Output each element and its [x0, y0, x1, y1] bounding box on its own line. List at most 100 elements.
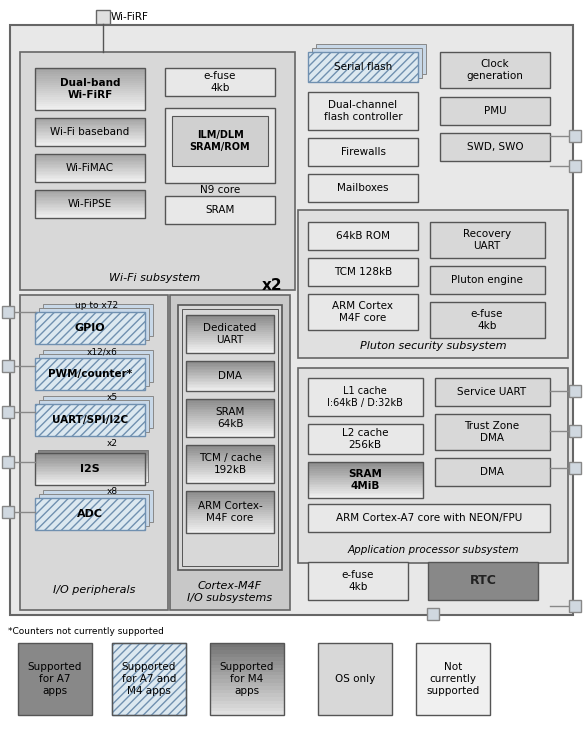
Bar — [186, 516, 274, 518]
Bar — [178, 305, 282, 570]
Bar — [210, 686, 284, 690]
Bar — [186, 361, 274, 363]
Bar — [2, 456, 14, 468]
Text: Wi-Fi subsystem: Wi-Fi subsystem — [110, 273, 201, 283]
Bar — [186, 491, 274, 533]
Bar — [186, 315, 274, 317]
Bar — [35, 173, 145, 175]
Bar — [35, 77, 145, 78]
Bar — [428, 575, 538, 577]
Bar — [35, 198, 145, 200]
Bar — [428, 587, 538, 588]
Text: ILM/DLM
SRAM/ROM: ILM/DLM SRAM/ROM — [189, 130, 250, 152]
Text: e-fuse
4kb: e-fuse 4kb — [204, 71, 236, 93]
Text: PWM/counter*: PWM/counter* — [48, 369, 132, 379]
Bar — [186, 512, 274, 514]
Bar — [38, 460, 148, 461]
Bar — [186, 344, 274, 346]
Bar — [428, 564, 538, 566]
Bar — [186, 435, 274, 437]
Bar — [35, 162, 145, 164]
Bar — [186, 525, 274, 527]
Text: L2 cache
256kB: L2 cache 256kB — [342, 428, 388, 450]
Bar — [430, 222, 545, 258]
Bar — [35, 483, 145, 485]
Bar — [186, 377, 274, 379]
Bar — [35, 68, 145, 70]
Bar — [35, 471, 145, 472]
Bar — [308, 487, 423, 489]
Bar — [186, 322, 274, 325]
Bar — [35, 204, 145, 205]
Bar — [186, 501, 274, 504]
Text: RTC: RTC — [469, 575, 497, 588]
Bar — [308, 474, 423, 477]
Bar — [35, 128, 145, 129]
Bar — [308, 467, 423, 469]
Bar — [38, 474, 148, 476]
Bar — [170, 295, 290, 610]
Bar — [428, 573, 538, 575]
Bar — [428, 566, 538, 568]
Bar — [186, 327, 274, 328]
Bar — [186, 364, 274, 366]
Text: SRAM
64kB: SRAM 64kB — [215, 406, 245, 429]
Text: Cortex-M4F
I/O subsystems: Cortex-M4F I/O subsystems — [188, 581, 273, 603]
Bar — [186, 401, 274, 403]
Text: Dual-band
Wi-FiRF: Dual-band Wi-FiRF — [59, 77, 120, 100]
Bar — [2, 360, 14, 372]
Bar — [38, 479, 148, 480]
Text: Wi-Fi baseband: Wi-Fi baseband — [50, 127, 129, 137]
Bar — [35, 139, 145, 140]
Bar — [308, 92, 418, 130]
Bar — [308, 504, 550, 532]
Text: I2S: I2S — [80, 464, 100, 474]
Text: ARM Cortex-A7 core with NEON/FPU: ARM Cortex-A7 core with NEON/FPU — [336, 513, 522, 523]
Bar — [35, 458, 145, 459]
Bar — [35, 165, 145, 167]
Bar — [440, 133, 550, 161]
Bar — [38, 450, 148, 452]
Bar — [2, 306, 14, 318]
Bar — [210, 647, 284, 650]
Bar — [210, 661, 284, 664]
Bar — [186, 399, 274, 401]
Bar — [186, 422, 274, 424]
Bar — [43, 490, 153, 522]
Text: I/O peripherals: I/O peripherals — [53, 585, 135, 595]
Text: Wi-FiRF: Wi-FiRF — [111, 12, 149, 22]
Bar — [440, 52, 550, 88]
Bar — [186, 420, 274, 422]
Text: Pluton engine: Pluton engine — [451, 275, 523, 285]
Bar — [186, 381, 274, 382]
Bar — [428, 594, 538, 596]
Bar — [210, 700, 284, 704]
Bar — [38, 463, 148, 464]
Text: up to x72: up to x72 — [75, 300, 118, 309]
Bar — [186, 328, 274, 330]
Bar — [35, 131, 145, 132]
Bar — [39, 308, 149, 340]
Bar — [2, 506, 14, 518]
Bar — [186, 332, 274, 334]
Bar — [428, 591, 538, 592]
Text: e-fuse
4kb: e-fuse 4kb — [471, 308, 503, 331]
Bar — [35, 83, 145, 85]
Text: 64kB ROM: 64kB ROM — [336, 231, 390, 241]
Bar — [35, 142, 145, 143]
Bar — [186, 452, 274, 455]
Bar — [210, 683, 284, 686]
Bar — [35, 136, 145, 137]
Bar — [428, 569, 538, 572]
Bar — [186, 351, 274, 353]
Bar — [210, 650, 284, 654]
Bar — [186, 366, 274, 367]
Bar — [186, 325, 274, 327]
Bar — [43, 304, 153, 336]
Bar — [430, 266, 545, 294]
Bar — [430, 302, 545, 338]
Bar — [35, 75, 145, 77]
Bar — [316, 44, 426, 74]
Bar — [35, 178, 145, 179]
Bar — [35, 498, 145, 530]
